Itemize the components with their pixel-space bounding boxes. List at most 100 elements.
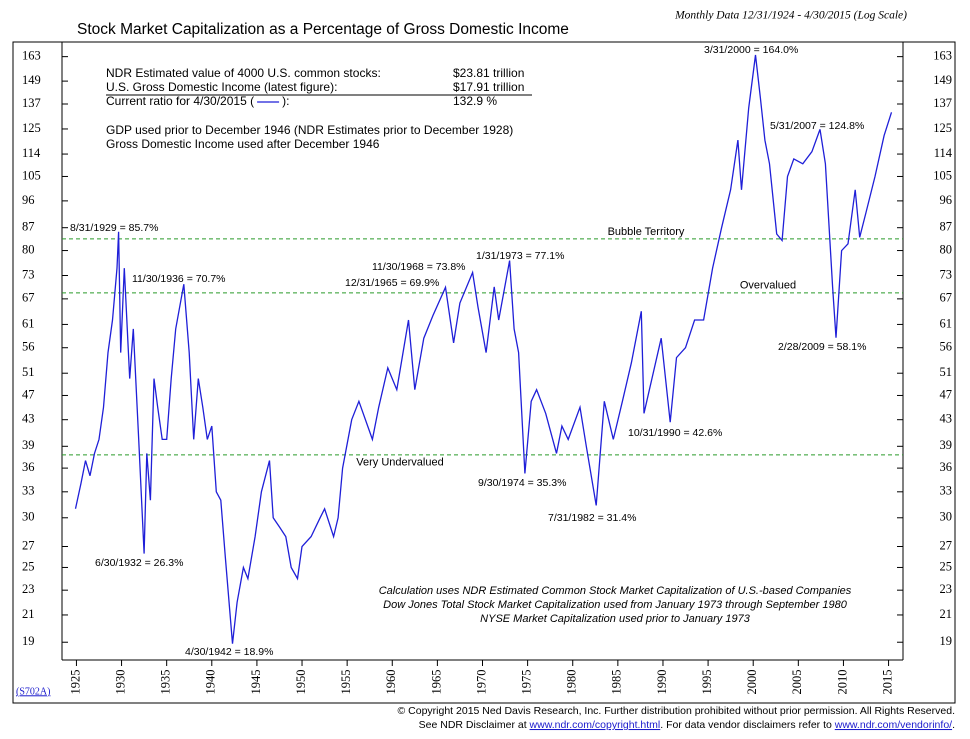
y-tick-label: 36 [22, 460, 35, 474]
chart-code: (S702A) [16, 686, 50, 697]
footnote: NYSE Market Capitalization used prior to… [480, 613, 751, 625]
y-tick-label: 61 [940, 316, 953, 330]
y-tick-label: 30 [940, 510, 953, 524]
y-tick-label: 23 [940, 582, 953, 596]
y-tick-label: 137 [933, 96, 952, 110]
annotation: 8/31/1929 = 85.7% [70, 222, 158, 234]
info-label: U.S. Gross Domestic Income (latest figur… [106, 80, 337, 94]
note: GDP used prior to December 1946 (NDR Est… [106, 123, 513, 137]
y-tick-label: 27 [940, 538, 953, 552]
x-tick-label: 1945 [249, 670, 263, 695]
x-tick-label: 1970 [474, 670, 488, 695]
annotation: 6/30/1932 = 26.3% [95, 557, 183, 569]
current-value: 132.9 % [453, 94, 497, 108]
data-line [74, 54, 893, 644]
y-tick-label: 51 [22, 365, 35, 379]
current-label: ): [282, 94, 289, 108]
y-tick-label: 43 [22, 412, 35, 426]
x-tick-label: 1930 [113, 670, 127, 695]
x-tick-label: 1950 [294, 670, 308, 695]
y-tick-label: 105 [933, 168, 952, 182]
y-tick-label: 105 [22, 168, 41, 182]
y-tick-label: 87 [22, 220, 35, 234]
y-tick-label: 47 [22, 387, 35, 401]
chart-title: Stock Market Capitalization as a Percent… [77, 21, 569, 38]
y-tick-label: 125 [933, 121, 952, 135]
info-label: NDR Estimated value of 4000 U.S. common … [106, 66, 381, 80]
x-tick-label: 1965 [429, 670, 443, 695]
y-tick-label: 25 [940, 559, 953, 573]
y-tick-label: 23 [22, 582, 35, 596]
annotation: 3/31/2000 = 164.0% [704, 44, 798, 56]
note: Gross Domestic Income used after Decembe… [106, 137, 380, 151]
annotation: 4/30/1942 = 18.9% [185, 646, 273, 658]
subtitle: Monthly Data 12/31/1924 - 4/30/2015 (Log… [674, 10, 907, 22]
x-tick-label: 1935 [159, 670, 173, 695]
disclaimer-text: See NDR Disclaimer at [419, 719, 530, 731]
y-tick-label: 67 [22, 291, 35, 305]
annotation: 7/31/1982 = 31.4% [548, 512, 636, 524]
copyright: © Copyright 2015 Ned Davis Research, Inc… [398, 705, 956, 717]
x-tick-label: 1980 [565, 670, 579, 695]
y-tick-label: 27 [22, 538, 35, 552]
y-tick-label: 21 [22, 607, 35, 621]
x-tick-label: 2000 [745, 670, 759, 695]
y-tick-label: 163 [933, 49, 952, 63]
y-tick-label: 73 [940, 267, 953, 281]
y-tick-label: 80 [22, 242, 35, 256]
annotation: 2/28/2009 = 58.1% [778, 341, 866, 353]
y-tick-label: 43 [940, 412, 953, 426]
y-tick-label: 114 [22, 146, 41, 160]
disclaimer: See NDR Disclaimer at www.ndr.com/copyri… [419, 719, 955, 731]
y-tick-label: 163 [22, 49, 41, 63]
y-tick-label: 39 [22, 438, 35, 452]
y-tick-label: 96 [22, 193, 35, 207]
x-tick-label: 1955 [339, 670, 353, 695]
y-tick-label: 51 [940, 365, 953, 379]
annotation: 11/30/1936 = 70.7% [132, 273, 226, 285]
y-tick-label: 149 [22, 73, 41, 87]
reference-label: Overvalued [740, 280, 796, 292]
annotation: 5/31/2007 = 124.8% [770, 120, 864, 132]
x-tick-label: 1960 [384, 670, 398, 695]
info-value: $17.91 trillion [453, 80, 524, 94]
frame [12, 41, 956, 704]
annotation: 12/31/1965 = 69.9% [345, 277, 439, 289]
x-tick-label: 1995 [700, 670, 714, 695]
y-tick-label: 61 [22, 316, 35, 330]
disclaimer-text: . For data vendor disclaimers refer to [660, 719, 835, 731]
y-tick-label: 19 [940, 634, 953, 648]
x-tick-label: 1975 [519, 670, 533, 695]
x-tick-label: 1925 [68, 670, 82, 695]
y-tick-label: 33 [22, 484, 35, 498]
annotation: 10/31/1990 = 42.6% [628, 427, 722, 439]
y-tick-label: 80 [940, 242, 953, 256]
link[interactable]: www.ndr.com/copyright.html [529, 719, 661, 731]
y-tick-label: 73 [22, 267, 35, 281]
y-tick-label: 36 [940, 460, 953, 474]
y-tick-label: 56 [940, 340, 953, 354]
y-tick-label: 67 [940, 291, 953, 305]
y-tick-label: 114 [934, 146, 953, 160]
current-label: Current ratio for 4/30/2015 ( [106, 94, 254, 108]
annotation: 9/30/1974 = 35.3% [478, 477, 566, 489]
footnote: Calculation uses NDR Estimated Common St… [379, 585, 852, 597]
x-tick-label: 1990 [655, 670, 669, 695]
y-tick-label: 125 [22, 121, 41, 135]
disclaimer-text: . [952, 719, 955, 731]
y-tick-label: 137 [22, 96, 41, 110]
y-tick-label: 87 [940, 220, 953, 234]
y-tick-label: 39 [940, 438, 953, 452]
annotation: 1/31/1973 = 77.1% [476, 250, 564, 262]
y-tick-label: 149 [933, 73, 952, 87]
y-tick-label: 30 [22, 510, 35, 524]
y-tick-label: 56 [22, 340, 35, 354]
reference-label: Very Undervalued [356, 457, 443, 469]
x-tick-label: 1940 [204, 670, 218, 695]
x-tick-label: 2010 [835, 670, 849, 695]
annotation: 11/30/1968 = 73.8% [372, 261, 466, 273]
link[interactable]: www.ndr.com/vendorinfo/ [834, 719, 952, 731]
y-tick-label: 33 [940, 484, 953, 498]
y-tick-label: 96 [940, 193, 953, 207]
